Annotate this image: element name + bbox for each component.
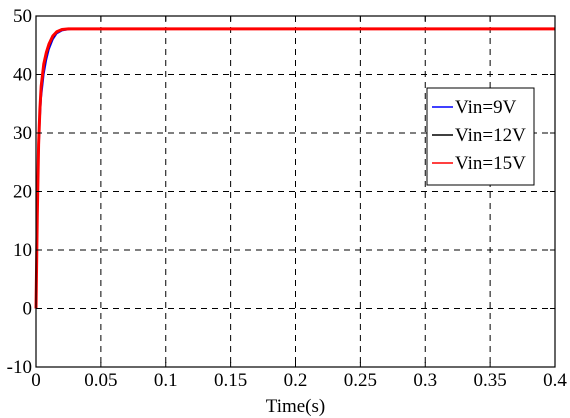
y-tick-label: 30 bbox=[13, 123, 32, 144]
x-tick-label: 0 bbox=[31, 370, 41, 391]
y-tick-labels: -10 0 10 20 30 40 50 bbox=[7, 6, 32, 378]
y-tick-label: -10 bbox=[7, 357, 32, 378]
series-line bbox=[34, 27, 555, 309]
legend: Vin=9V Vin=12V Vin=15V bbox=[426, 87, 535, 186]
x-axis-label: Time(s) bbox=[266, 396, 325, 417]
tick-marks bbox=[35, 15, 556, 368]
legend-label: Vin=15V bbox=[455, 153, 526, 174]
x-tick-label: 0.4 bbox=[543, 370, 567, 391]
y-tick-label: 10 bbox=[13, 240, 32, 261]
y-tick-label: 50 bbox=[13, 6, 32, 27]
x-tick-label: 0.2 bbox=[284, 370, 308, 391]
x-tick-label: 0.05 bbox=[84, 370, 117, 391]
x-tick-label: 0.3 bbox=[413, 370, 437, 391]
y-tick-label: 40 bbox=[13, 65, 32, 86]
legend-label: Vin=9V bbox=[455, 97, 517, 118]
y-tick-label: 0 bbox=[23, 299, 33, 320]
legend-box bbox=[426, 87, 535, 186]
series-lines bbox=[34, 27, 555, 309]
legend-label: Vin=12V bbox=[455, 125, 526, 146]
x-tick-label: 0.15 bbox=[214, 370, 247, 391]
x-tick-label: 0.1 bbox=[154, 370, 178, 391]
x-tick-label: 0.35 bbox=[474, 370, 507, 391]
x-tick-labels: 0 0.05 0.1 0.15 0.2 0.25 0.3 0.35 0.4 bbox=[31, 370, 567, 391]
x-tick-label: 0.25 bbox=[344, 370, 377, 391]
y-tick-label: 20 bbox=[13, 182, 32, 203]
